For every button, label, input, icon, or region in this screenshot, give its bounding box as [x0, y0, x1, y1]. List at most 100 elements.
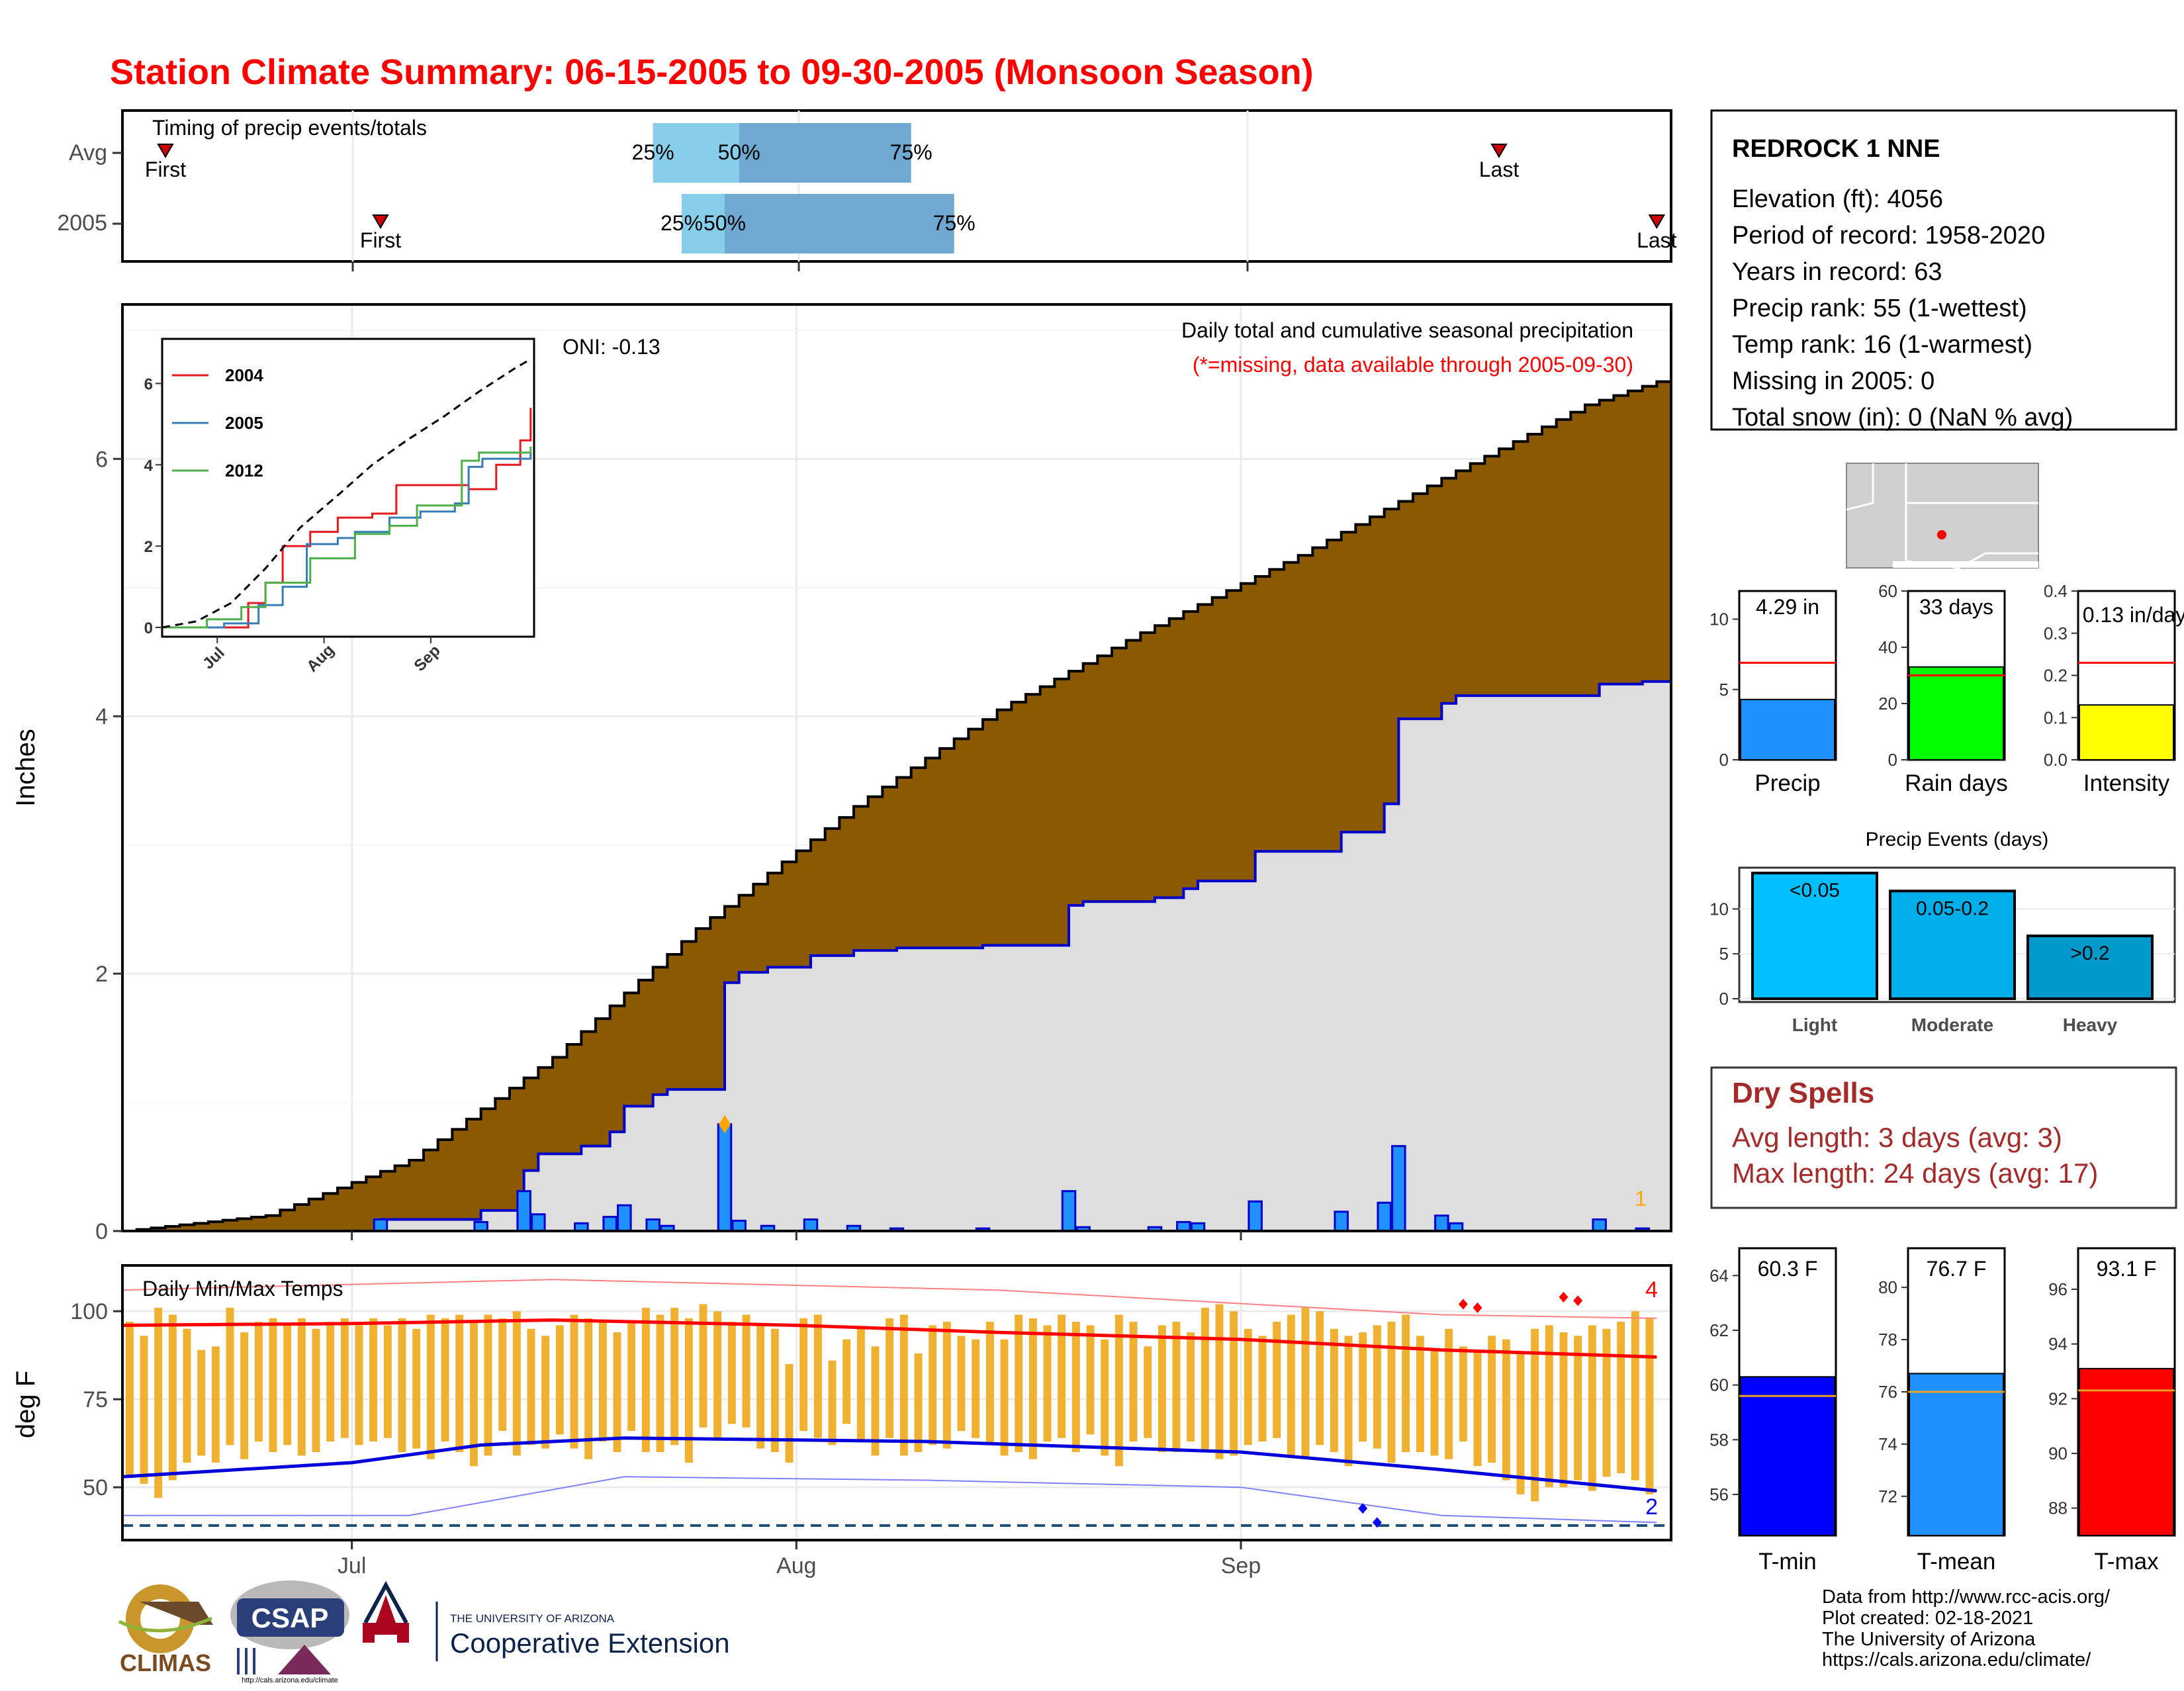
daily-temp-range-bar	[899, 1314, 908, 1456]
daily-precip-bar	[645, 1218, 660, 1232]
timing-row-label-avg: Avg	[69, 140, 107, 165]
daily-temp-range-bar	[469, 1322, 478, 1467]
timing-band-50-75	[725, 194, 954, 253]
mini-bar-tick-label: 0	[1719, 750, 1729, 770]
daily-temp-range-bar	[785, 1363, 794, 1463]
timing-label-q50: 50%	[704, 211, 746, 235]
record-high-marker	[1458, 1299, 1468, 1310]
daily-temp-range-bar	[1545, 1325, 1553, 1488]
page-title: Station Climate Summary: 06-15-2005 to 0…	[110, 52, 1314, 92]
daily-temp-range-bar	[1158, 1325, 1166, 1452]
timing-marker-first	[372, 214, 389, 229]
mini-bar-tick-label: 0	[1888, 750, 1897, 770]
precip-y-tick-label: 4	[95, 704, 108, 729]
ua-small-text: THE UNIVERSITY OF ARIZONA	[450, 1612, 615, 1625]
daily-temp-range-bar	[842, 1339, 851, 1424]
daily-temp-range-bar	[670, 1307, 679, 1445]
temp-panel: 50 75 100 Jul Aug Sep Daily Min/Max Temps deg…	[11, 1264, 1672, 1578]
temp-bar-value-2: 93.1 F	[2097, 1257, 2157, 1281]
daily-temp-range-bar	[656, 1314, 664, 1452]
daily-temp-range-bar	[598, 1322, 607, 1442]
inset-series-line-2005	[162, 453, 532, 629]
temp-bar-tick-label: 94	[2048, 1334, 2068, 1354]
daily-temp-range-bar	[555, 1325, 564, 1435]
station-detail-line: Period of record: 1958-2020	[1732, 222, 2045, 250]
timing-label-q75: 75%	[890, 140, 933, 164]
timing-label-q25: 25%	[632, 140, 674, 164]
station-detail-line: Years in record: 63	[1732, 258, 1942, 286]
temp-panel-label: Daily Min/Max Temps	[142, 1277, 343, 1301]
mini-bar-tick-label: 5	[1719, 680, 1729, 700]
precip-panel-header: Daily total and cumulative seasonal prec…	[1181, 318, 1633, 342]
timing-label-q75: 75%	[933, 211, 976, 235]
daily-temp-range-bar	[1301, 1307, 1310, 1459]
dry-spells-max-length: Max length: 24 days (avg: 17)	[1732, 1158, 2098, 1189]
season-cumulative-precip-area	[122, 681, 1671, 1231]
daily-temp-range-bar	[828, 1360, 837, 1445]
max-precip-marker	[719, 1115, 731, 1134]
daily-temp-range-bar	[1387, 1322, 1396, 1463]
temp-bar-tick-label: 76	[1878, 1382, 1897, 1402]
temp-bar-tick-label: 78	[1878, 1330, 1897, 1349]
daily-temp-range-bar	[1416, 1336, 1424, 1452]
mini-bar-tick-label: 0.4	[2044, 581, 2068, 601]
daily-temp-range-bar	[1430, 1349, 1439, 1456]
daily-precip-bar	[1334, 1211, 1349, 1232]
daily-temp-range-bar	[856, 1328, 865, 1442]
temperature-mini-bars: 56 58 60 62 64 60.3 F T-min 72 74 76 78 80 76.7 F T-m…	[1709, 1247, 2176, 1575]
precip-y-tick-label: 0	[95, 1219, 108, 1244]
events-category-label: Heavy	[2063, 1015, 2118, 1035]
daily-temp-range-bar	[484, 1314, 492, 1456]
footer-line-url: https://cals.arizona.edu/climate/	[1822, 1649, 2091, 1670]
daily-temp-range-bar	[1028, 1318, 1037, 1459]
climas-logo: CLIMAS	[118, 1584, 213, 1676]
daily-temp-range-bar	[770, 1328, 779, 1452]
station-detail-line: Missing in 2005: 0	[1732, 367, 1934, 395]
daily-temp-range-bar	[972, 1339, 980, 1438]
mini-bar-value-2: 0.13 in/day	[2083, 603, 2184, 627]
month-tick-label: Sep	[1221, 1553, 1261, 1578]
station-detail-line: Temp rank: 16 (1-warmest)	[1732, 331, 2032, 359]
station-location-marker	[1937, 530, 1946, 539]
daily-temp-range-bar	[512, 1311, 521, 1456]
dry-spells-box: Dry Spells Avg length: 3 days (avg: 3) M…	[1710, 1066, 2177, 1209]
temp-bar-value-1: 76.7 F	[1927, 1257, 1987, 1281]
inset-series-line-2012	[162, 446, 532, 629]
daily-temp-range-bar	[383, 1325, 392, 1438]
record-max-line	[122, 1279, 1657, 1319]
daily-temp-range-bar	[297, 1318, 306, 1456]
daily-temp-range-bar	[1574, 1336, 1582, 1481]
station-name: REDROCK 1 NNE	[1732, 135, 1940, 163]
inset-legend-label-2004: 2004	[225, 365, 263, 385]
daily-temp-range-bar	[1273, 1322, 1281, 1438]
record-high-marker	[1473, 1302, 1482, 1313]
daily-precip-bar	[617, 1204, 632, 1232]
temp-content: 50 75 100 Jul Aug Sep	[70, 1265, 1671, 1578]
timing-band-25-50	[653, 123, 739, 183]
dry-spells-avg-length: Avg length: 3 days (avg: 3)	[1732, 1122, 2062, 1153]
daily-precip-bar	[1391, 1145, 1406, 1232]
daily-temp-range-bar	[1101, 1339, 1109, 1456]
timing-row-label-2005: 2005	[57, 210, 107, 236]
temp-y-tick-label: 100	[70, 1299, 108, 1324]
temp-bar-t-min	[1740, 1376, 1835, 1536]
mini-bar-value-1: 33 days	[1919, 595, 1993, 619]
university-of-arizona-logo: THE UNIVERSITY OF ARIZONA Cooperative Ex…	[363, 1580, 730, 1661]
timing-label-q50: 50%	[718, 140, 760, 164]
mini-bar-tick-label: 60	[1878, 581, 1897, 601]
events-bar-light	[1751, 872, 1878, 1000]
footer-line-university: The University of Arizona	[1822, 1629, 2036, 1650]
events-bar-label: 0.05-0.2	[1916, 897, 1989, 919]
timing-label-first: First	[145, 158, 186, 181]
avg-min-line	[122, 1436, 1657, 1492]
daily-temp-range-bar	[942, 1322, 951, 1449]
temp-bar-tick-label: 62	[1709, 1320, 1729, 1340]
daily-temp-range-bar	[398, 1318, 406, 1452]
mini-bar-tick-label: 20	[1878, 694, 1897, 713]
timing-label-q25: 25%	[660, 211, 703, 235]
avg-max-line	[122, 1318, 1657, 1359]
daily-temp-range-bar	[1187, 1332, 1195, 1442]
daily-temp-range-bar	[168, 1314, 177, 1481]
daily-temp-range-bar	[699, 1304, 707, 1428]
